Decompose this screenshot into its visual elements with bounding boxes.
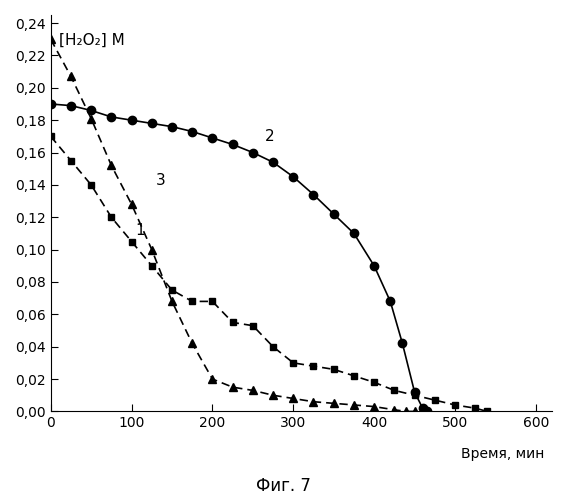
Text: 3: 3	[156, 172, 166, 188]
Text: 2: 2	[265, 129, 274, 144]
Text: Время, мин: Время, мин	[460, 447, 544, 461]
Text: 1: 1	[136, 222, 145, 238]
Text: [H₂O₂] М: [H₂O₂] М	[59, 33, 125, 48]
Text: Фиг. 7: Фиг. 7	[256, 477, 311, 495]
